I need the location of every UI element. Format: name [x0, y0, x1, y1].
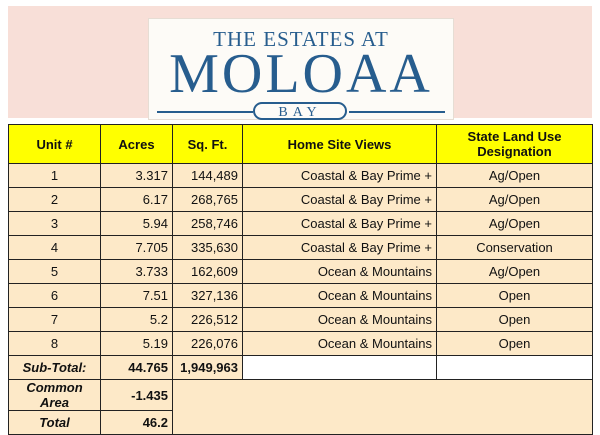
table-row: 8 5.19 226,076 Ocean & Mountains Open	[8, 331, 593, 356]
subtotal-empty-landuse	[436, 355, 593, 380]
cell-landuse: Open	[436, 283, 593, 308]
cell-landuse: Ag/Open	[436, 187, 593, 212]
total-acres: 46.2	[100, 410, 173, 435]
cell-acres: 7.51	[100, 283, 173, 308]
cell-acres: 5.94	[100, 211, 173, 236]
logo-line-1: THE ESTATES AT	[213, 27, 389, 51]
total-empty	[172, 410, 593, 435]
common-area-row: Common Area -1.435	[8, 379, 593, 411]
cell-views: Ocean & Mountains	[242, 331, 437, 356]
table-row: 5 3.733 162,609 Ocean & Mountains Ag/Ope…	[8, 259, 593, 284]
cell-acres: 6.17	[100, 187, 173, 212]
cell-acres: 5.2	[100, 307, 173, 332]
header-row: Unit # Acres Sq. Ft. Home Site Views Sta…	[8, 124, 593, 164]
cell-acres: 7.705	[100, 235, 173, 260]
table-row: 2 6.17 268,765 Coastal & Bay Prime + Ag/…	[8, 187, 593, 212]
header-views: Home Site Views	[242, 124, 437, 164]
table-body: 1 3.317 144,489 Coastal & Bay Prime + Ag…	[8, 163, 593, 435]
common-area-label: Common Area	[8, 379, 101, 411]
cell-sqft: 162,609	[172, 259, 243, 284]
common-area-empty	[172, 379, 593, 411]
cell-landuse: Ag/Open	[436, 211, 593, 236]
cell-sqft: 268,765	[172, 187, 243, 212]
cell-landuse: Open	[436, 331, 593, 356]
cell-unit: 2	[8, 187, 101, 212]
cell-unit: 7	[8, 307, 101, 332]
cell-views: Ocean & Mountains	[242, 307, 437, 332]
cell-landuse: Ag/Open	[436, 259, 593, 284]
header-sqft: Sq. Ft.	[172, 124, 243, 164]
logo: THE ESTATES AT MOLOAA BAY	[148, 18, 454, 120]
cell-unit: 1	[8, 163, 101, 188]
cell-sqft: 258,746	[172, 211, 243, 236]
cell-landuse: Open	[436, 307, 593, 332]
header-landuse: State Land Use Designation	[436, 124, 593, 164]
table-row: 4 7.705 335,630 Coastal & Bay Prime + Co…	[8, 235, 593, 260]
logo-line-3: BAY	[253, 102, 347, 120]
total-row: Total 46.2	[8, 410, 593, 435]
cell-views: Ocean & Mountains	[242, 283, 437, 308]
cell-sqft: 226,512	[172, 307, 243, 332]
total-label: Total	[8, 410, 101, 435]
subtotal-label: Sub-Total:	[8, 355, 101, 380]
header-unit: Unit #	[8, 124, 101, 164]
cell-views: Ocean & Mountains	[242, 259, 437, 284]
cell-views: Coastal & Bay Prime +	[242, 187, 437, 212]
table-row: 7 5.2 226,512 Ocean & Mountains Open	[8, 307, 593, 332]
subtotal-acres: 44.765	[100, 355, 173, 380]
table-row: 3 5.94 258,746 Coastal & Bay Prime + Ag/…	[8, 211, 593, 236]
cell-views: Coastal & Bay Prime +	[242, 235, 437, 260]
cell-views: Coastal & Bay Prime +	[242, 163, 437, 188]
cell-sqft: 144,489	[172, 163, 243, 188]
cell-unit: 4	[8, 235, 101, 260]
table-row: 1 3.317 144,489 Coastal & Bay Prime + Ag…	[8, 163, 593, 188]
header-acres: Acres	[100, 124, 173, 164]
logo-rule-right	[349, 111, 445, 113]
cell-unit: 5	[8, 259, 101, 284]
cell-sqft: 335,630	[172, 235, 243, 260]
subtotal-sqft: 1,949,963	[172, 355, 243, 380]
cell-views: Coastal & Bay Prime +	[242, 211, 437, 236]
cell-sqft: 226,076	[172, 331, 243, 356]
cell-unit: 3	[8, 211, 101, 236]
cell-unit: 8	[8, 331, 101, 356]
cell-landuse: Conservation	[436, 235, 593, 260]
units-table: Unit # Acres Sq. Ft. Home Site Views Sta…	[8, 124, 593, 435]
cell-landuse: Ag/Open	[436, 163, 593, 188]
cell-unit: 6	[8, 283, 101, 308]
subtotal-empty-views	[242, 355, 437, 380]
cell-sqft: 327,136	[172, 283, 243, 308]
logo-rule-left	[157, 111, 253, 113]
table-row: 6 7.51 327,136 Ocean & Mountains Open	[8, 283, 593, 308]
cell-acres: 3.733	[100, 259, 173, 284]
logo-line-2: MOLOAA	[169, 43, 433, 105]
cell-acres: 3.317	[100, 163, 173, 188]
common-area-acres: -1.435	[100, 379, 173, 411]
cell-acres: 5.19	[100, 331, 173, 356]
banner: THE ESTATES AT MOLOAA BAY	[8, 6, 592, 120]
subtotal-row: Sub-Total: 44.765 1,949,963	[8, 355, 593, 380]
